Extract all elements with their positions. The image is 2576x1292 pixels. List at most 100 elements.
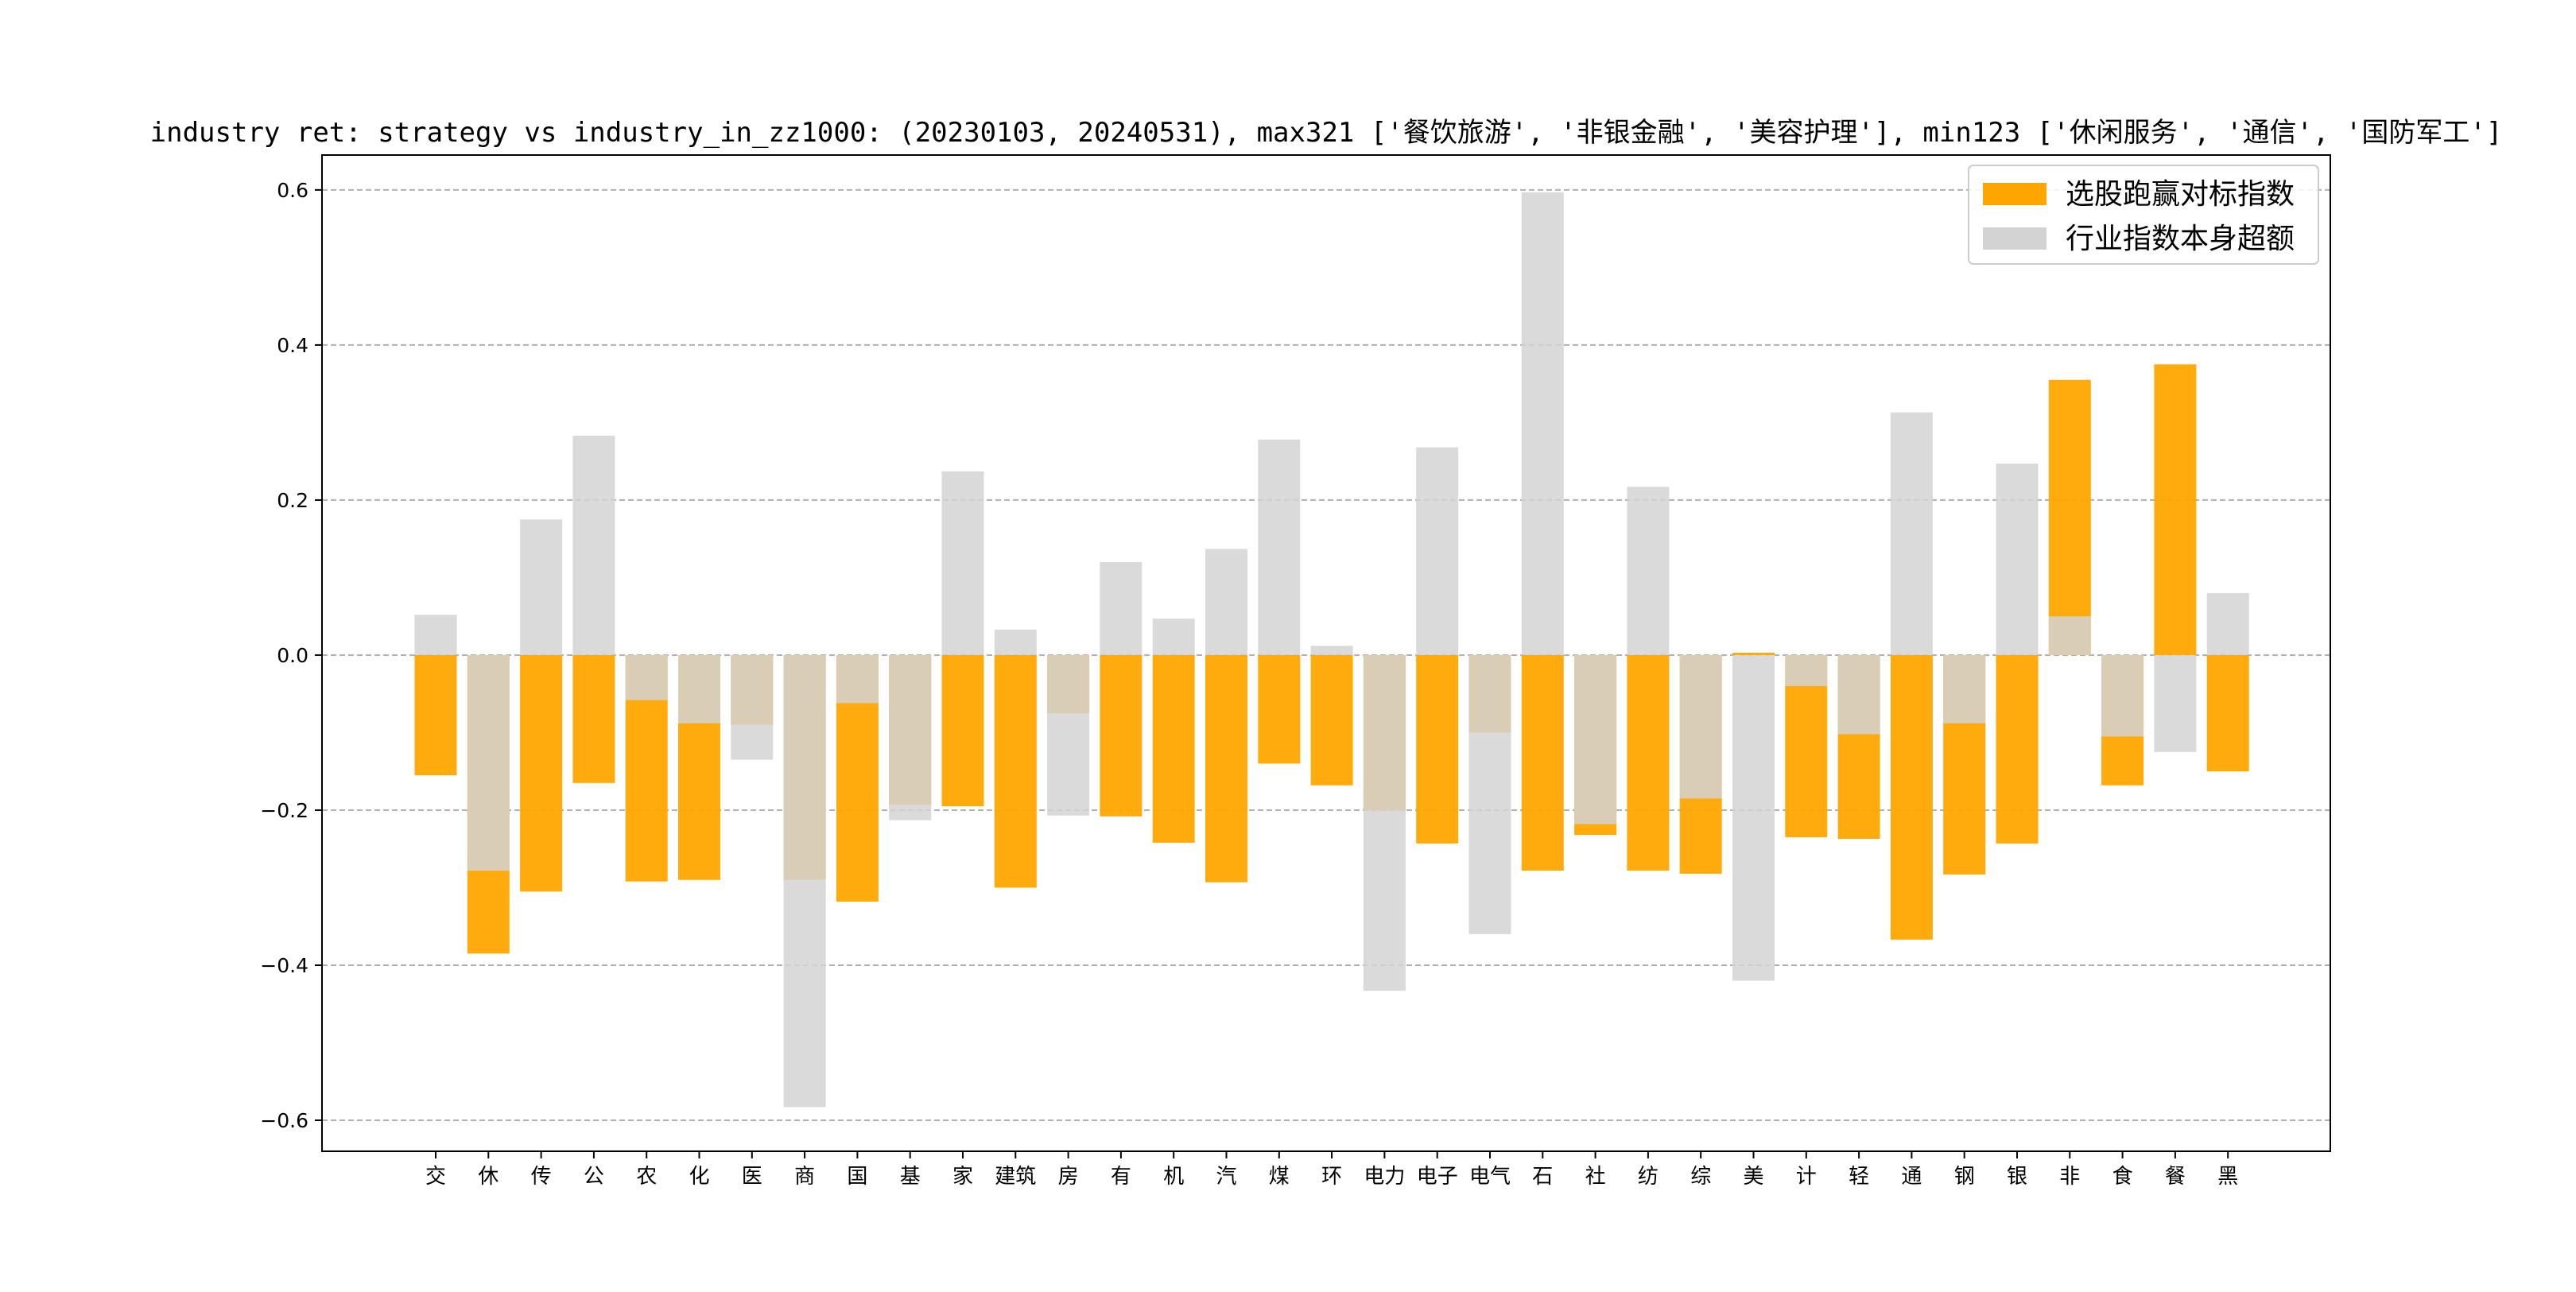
legend-swatch-industry — [1983, 227, 2046, 250]
industry-bar — [731, 654, 774, 760]
strategy-bar — [1258, 654, 1301, 764]
x-tick-label: 石 — [1532, 1165, 1553, 1189]
industry-bar — [572, 435, 615, 655]
industry-bar — [1890, 412, 1933, 655]
strategy-bar — [1521, 654, 1564, 871]
x-tick-label: 建筑 — [995, 1165, 1036, 1189]
x-tick-label: 钢 — [1954, 1165, 1975, 1189]
x-tick-label: 国 — [847, 1165, 867, 1189]
x-tick-label: 社 — [1585, 1165, 1606, 1189]
industry-bar — [2048, 616, 2091, 655]
y-tick-label: 0.6 — [277, 179, 308, 202]
strategy-bar — [1416, 654, 1459, 844]
industry-bar — [1837, 654, 1880, 735]
industry-bar — [1679, 654, 1722, 799]
industry-bar — [1363, 654, 1406, 991]
x-tick-label: 医 — [742, 1165, 762, 1189]
industry-bar — [1416, 447, 1459, 655]
industry-bar — [1785, 654, 1828, 686]
x-tick-label: 化 — [689, 1165, 709, 1189]
legend-swatch-strategy — [1983, 183, 2046, 205]
industry-bar — [941, 471, 984, 655]
y-tick-label: −0.6 — [260, 1109, 308, 1132]
x-tick-label: 家 — [952, 1165, 973, 1189]
x-tick-label: 轻 — [1849, 1165, 1869, 1189]
industry-bar — [1574, 654, 1617, 824]
y-tick-label: 0.0 — [277, 644, 308, 667]
industry-bar — [1100, 561, 1143, 655]
legend: 选股跑赢对标指数 行业指数本身超额 — [1968, 165, 2319, 265]
x-tick-label: 汽 — [1216, 1165, 1236, 1189]
x-tick-label: 银 — [2007, 1165, 2027, 1189]
x-tick-label: 美 — [1743, 1165, 1763, 1189]
chart-title: industry ret: strategy vs industry_in_zz… — [150, 117, 2503, 149]
x-tick-label: 餐 — [2165, 1165, 2186, 1189]
industry-bar — [1996, 464, 2039, 655]
industry-bar — [1152, 619, 1195, 655]
y-tick-label: 0.2 — [277, 489, 308, 512]
y-axis: −0.6 −0.4 −0.2 0.0 0.2 0.4 0.6 — [260, 179, 322, 1132]
strategy-bar — [2154, 364, 2197, 655]
strategy-bar — [1627, 654, 1670, 871]
x-tick-label: 有 — [1111, 1165, 1131, 1189]
x-tick-label: 机 — [1163, 1165, 1184, 1189]
industry-bar — [1732, 654, 1775, 981]
bars — [414, 192, 2249, 1108]
legend-frame — [1968, 165, 2319, 265]
strategy-bar — [1100, 654, 1143, 817]
x-tick-label: 煤 — [1269, 1165, 1290, 1189]
industry-bar — [1943, 654, 1986, 724]
industry-bar — [625, 654, 668, 700]
strategy-bar — [994, 654, 1037, 888]
x-tick-label: 基 — [900, 1165, 921, 1189]
industry-bar — [783, 654, 826, 1108]
y-tick-label: −0.4 — [260, 954, 308, 977]
strategy-bar — [1310, 654, 1353, 786]
strategy-bar — [1996, 654, 2039, 844]
x-tick-label: 房 — [1058, 1165, 1079, 1189]
industry-bar — [1047, 654, 1090, 816]
x-tick-label: 传 — [531, 1165, 552, 1189]
strategy-bar — [1205, 654, 1247, 883]
x-tick-label: 通 — [1901, 1165, 1922, 1189]
strategy-bar — [1732, 653, 1775, 655]
legend-label-strategy: 选股跑赢对标指数 — [2066, 178, 2295, 211]
industry-bar — [2154, 654, 2197, 752]
industry-bar — [2101, 654, 2144, 737]
x-axis: 交 休 传 公 农 化 医 商 国 基 家建筑房 有 机 汽 煤 环电力 电子 电气石 社 纺 综 美 计 轻 通 钢 银 非 食 餐 黑 — [425, 1151, 2238, 1189]
strategy-bar — [2048, 379, 2091, 655]
industry-bar — [889, 654, 932, 821]
industry-bar — [994, 629, 1037, 655]
x-tick-label: 休 — [478, 1165, 499, 1189]
legend-label-industry: 行业指数本身超额 — [2066, 223, 2295, 255]
x-tick-label: 电力 — [1364, 1165, 1405, 1189]
industry-bar — [836, 654, 879, 704]
x-tick-label: 农 — [636, 1165, 657, 1189]
x-tick-label: 公 — [584, 1165, 604, 1189]
industry-bar — [1205, 549, 1247, 655]
industry-bar — [1521, 192, 1564, 655]
x-tick-label: 环 — [1321, 1165, 1342, 1189]
strategy-bar — [941, 654, 984, 807]
x-tick-label: 非 — [2059, 1165, 2080, 1189]
industry-bar — [1627, 487, 1670, 655]
y-tick-label: −0.2 — [260, 799, 308, 822]
x-tick-label: 纺 — [1638, 1165, 1658, 1189]
strategy-bar — [572, 654, 615, 783]
industry-bar — [1468, 654, 1511, 934]
industry-bar — [1310, 646, 1353, 655]
industry-bar — [678, 654, 720, 724]
strategy-bar — [2206, 654, 2249, 772]
industry-bar — [520, 519, 563, 655]
x-tick-label: 电气 — [1469, 1165, 1511, 1189]
strategy-bar — [520, 654, 563, 892]
x-tick-label: 商 — [794, 1165, 815, 1189]
x-tick-label: 交 — [425, 1165, 446, 1189]
x-tick-label: 电子 — [1417, 1165, 1458, 1189]
plot-frame — [321, 154, 2331, 1152]
y-tick-label: 0.4 — [277, 334, 308, 357]
strategy-bar — [1890, 654, 1933, 940]
x-tick-label: 食 — [2112, 1165, 2133, 1189]
